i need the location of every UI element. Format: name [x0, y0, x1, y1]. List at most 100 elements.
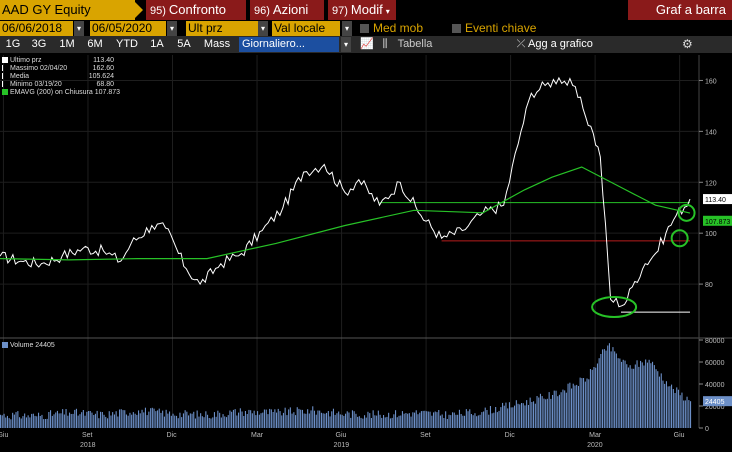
- agg-a-grafico-button[interactable]: Agg a grafico: [528, 38, 593, 50]
- volume-bar: [69, 412, 71, 428]
- legend-name: Media: [10, 73, 30, 80]
- azioni-button[interactable]: 96) Azioni: [250, 0, 324, 20]
- volume-bar: [669, 386, 671, 428]
- med-mob-checkbox[interactable]: [360, 24, 369, 33]
- period-1g[interactable]: 1G: [5, 38, 21, 50]
- volume-bar: [519, 404, 521, 428]
- field-select[interactable]: Ult prz: [186, 21, 268, 36]
- volume-bar: [82, 410, 84, 428]
- volume-bar: [429, 411, 431, 428]
- volume-bar: [165, 409, 167, 428]
- volume-bar: [662, 380, 664, 428]
- volume-bar: [401, 411, 403, 428]
- period-1a[interactable]: 1A: [150, 38, 164, 50]
- period-1m[interactable]: 1M: [59, 38, 75, 50]
- volume-bar: [127, 415, 129, 428]
- volume-bar: [241, 411, 243, 428]
- line-chart-icon[interactable]: 📈: [360, 38, 374, 50]
- volume-bar: [324, 413, 326, 428]
- date-to-field[interactable]: 06/05/2020: [90, 21, 166, 36]
- add-chart-icon[interactable]: ⤫: [516, 38, 526, 50]
- volume-bar: [160, 412, 162, 428]
- legend-row: Massimo 02/04/20 162.60: [2, 65, 120, 73]
- dropdown-icon: ▾: [385, 7, 390, 16]
- confronto-button[interactable]: 95) Confronto: [146, 0, 246, 20]
- volume-bar: [63, 414, 65, 428]
- currency-select[interactable]: Val locale: [272, 21, 340, 36]
- legend-swatch: [2, 81, 8, 88]
- volume-bar: [3, 413, 5, 428]
- period-6m[interactable]: 6M: [87, 38, 103, 50]
- gear-icon[interactable]: ⚙: [682, 37, 693, 51]
- top-bar: AAD GY Equity 95) Confronto 96) Azioni 97)…: [0, 0, 732, 20]
- period-ytd[interactable]: YTD: [116, 38, 138, 50]
- volume-bar: [414, 412, 416, 428]
- volume-bar: [167, 413, 169, 428]
- bar-type-icon[interactable]: ⫼: [382, 38, 388, 50]
- volume-bar: [524, 405, 526, 428]
- volume-bar: [386, 416, 388, 428]
- volume-bar: [201, 416, 203, 428]
- volume-bar: [472, 415, 474, 428]
- volume-bar: [207, 414, 209, 428]
- volume-bar: [439, 415, 441, 428]
- volume-bar: [112, 412, 114, 428]
- x-tick-label: Giu: [674, 432, 685, 439]
- volume-bar: [502, 402, 504, 428]
- date-from-field[interactable]: 06/06/2018: [0, 21, 73, 36]
- volume-bar: [498, 410, 500, 428]
- volume-bar: [514, 405, 516, 428]
- volume-bar: [196, 410, 198, 428]
- volume-bar: [65, 409, 67, 428]
- legend-name: Massimo 02/04/20: [10, 65, 68, 72]
- volume-bar: [653, 365, 655, 428]
- legend-swatch: [2, 65, 8, 72]
- modif-button[interactable]: 97) Modif ▾: [328, 0, 396, 20]
- ticker-title[interactable]: AAD GY Equity: [0, 0, 135, 20]
- volume-bar: [364, 415, 366, 428]
- period-mass[interactable]: Mass: [203, 38, 231, 50]
- volume-bar: [320, 412, 322, 428]
- legend-value: 68.80: [96, 81, 114, 88]
- volume-bar: [345, 413, 347, 428]
- volume-bar: [17, 411, 19, 428]
- x-tick-label: Set: [420, 432, 431, 439]
- volume-bar: [138, 410, 140, 428]
- legend-swatch: [2, 57, 8, 64]
- volume-bar: [645, 359, 647, 428]
- volume-bar: [60, 413, 62, 428]
- price-axis-ticks: 160 140 120 100 80: [699, 78, 717, 289]
- volume-bar: [139, 413, 141, 428]
- eventi-checkbox[interactable]: [452, 24, 461, 33]
- period-5a[interactable]: 5A: [177, 38, 191, 50]
- currency-dropdown-icon[interactable]: ▾: [342, 21, 352, 36]
- price-tags: 113.40 107.873 24405: [703, 194, 732, 407]
- field-dropdown-icon[interactable]: ▾: [258, 21, 268, 36]
- volume-bar: [336, 413, 338, 428]
- frequency-dropdown-icon[interactable]: ▾: [341, 37, 351, 52]
- volume-bar: [552, 395, 554, 428]
- price-tick-label: 140: [705, 129, 717, 136]
- period-3g[interactable]: 3G: [31, 38, 47, 50]
- volume-bar: [577, 386, 579, 428]
- grid-lines: [0, 55, 699, 428]
- volume-bar: [238, 412, 240, 428]
- volume-bar: [681, 392, 683, 428]
- volume-bar: [56, 410, 58, 428]
- graf-a-barra-button[interactable]: Graf a barra: [628, 0, 732, 20]
- volume-tag-label: 24405: [705, 399, 725, 406]
- volume-bar: [455, 414, 457, 428]
- x-tick-year: 2020: [587, 442, 603, 449]
- frequency-select[interactable]: Giornaliero...: [239, 37, 339, 52]
- volume-bar: [529, 397, 531, 428]
- date-from-dropdown-icon[interactable]: ▾: [74, 21, 84, 36]
- date-to-dropdown-icon[interactable]: ▾: [167, 21, 177, 36]
- volume-bar: [434, 411, 436, 428]
- volume-bar: [317, 410, 319, 428]
- volume-bar: [567, 383, 569, 428]
- modif-num: 97): [332, 5, 348, 17]
- volume-bar: [276, 412, 278, 428]
- volume-bar: [253, 410, 255, 428]
- tabella-button[interactable]: Tabella: [397, 38, 433, 50]
- volume-bar: [467, 411, 469, 428]
